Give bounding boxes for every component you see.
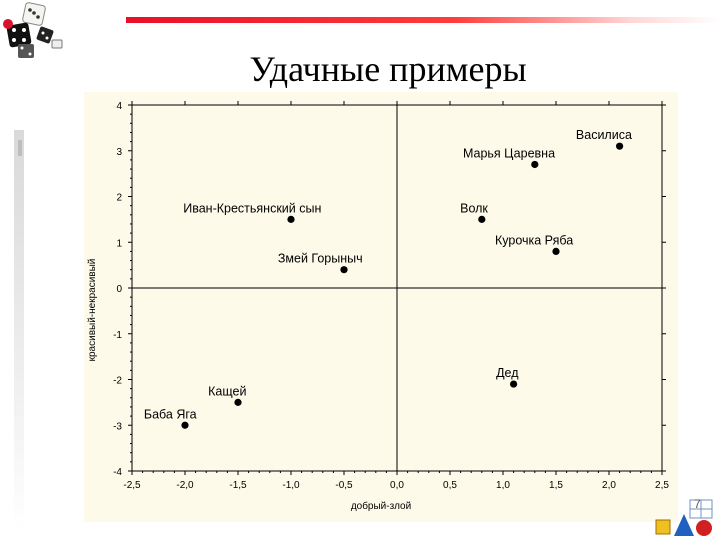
data-point [234, 398, 242, 406]
left-decor-mark [18, 140, 22, 156]
data-point [478, 215, 486, 223]
left-decor-stripe [14, 130, 24, 530]
data-point [287, 215, 295, 223]
x-tick-label: -1,0 [282, 480, 300, 491]
geometry-shapes-icon [655, 499, 713, 536]
x-tick-label: 0,5 [443, 480, 457, 491]
slide-title: Удачные примеры [249, 49, 527, 89]
header-accent-bar [126, 17, 720, 23]
point-label: Кащей [208, 384, 246, 398]
y-tick-label: 2 [116, 193, 122, 204]
x-tick-label: 2,0 [602, 480, 616, 491]
point-label: Марья Царевна [463, 146, 555, 160]
x-tick-label: -2,5 [123, 480, 141, 491]
x-tick-label: 1,0 [496, 480, 510, 491]
point-label: Дед [496, 366, 519, 380]
data-point [181, 421, 189, 429]
point-label: Курочка Ряба [495, 233, 573, 247]
y-tick-label: -1 [113, 330, 122, 341]
y-tick-label: -2 [113, 376, 122, 387]
point-label: Баба Яга [144, 407, 197, 421]
point-label: Волк [460, 201, 488, 215]
x-tick-label: 2,5 [655, 480, 669, 491]
chart-area: -2,5 -2,0 -1,5 -1,0 -0,5 0,0 0,5 1,0 1,5 2,0 2,5 4 3… [84, 92, 678, 522]
point-label: Змей Горыныч [278, 252, 363, 266]
point-label: Василиса [576, 128, 632, 142]
y-axis-label: красивый-некрасивый [87, 259, 98, 362]
x-axis-label: добрый-злой [351, 500, 411, 512]
x-tick-label: -1,5 [229, 480, 247, 491]
y-tick-label: -4 [113, 467, 122, 478]
y-tick-label: 3 [116, 147, 122, 158]
data-point [616, 142, 624, 150]
x-tick-label: 0,0 [390, 480, 404, 491]
slide-number: 7 [694, 497, 701, 511]
dice-icon [3, 2, 63, 58]
y-tick-label: 4 [116, 101, 122, 112]
y-tick-label: 0 [116, 284, 122, 295]
y-tick-label: -3 [113, 421, 122, 432]
data-point [340, 266, 348, 274]
point-label: Иван-Крестьянский сын [183, 201, 321, 215]
data-point [552, 247, 560, 255]
data-point [510, 380, 518, 388]
y-tick-label: 1 [116, 238, 122, 249]
x-tick-label: 1,5 [549, 480, 563, 491]
scatter-chart: -2,5 -2,0 -1,5 -1,0 -0,5 0,0 0,5 1,0 1,5 2,0 2,5 4 3… [87, 101, 669, 512]
x-tick-label: -2,0 [176, 480, 194, 491]
x-tick-label: -0,5 [335, 480, 353, 491]
data-point [531, 160, 539, 169]
